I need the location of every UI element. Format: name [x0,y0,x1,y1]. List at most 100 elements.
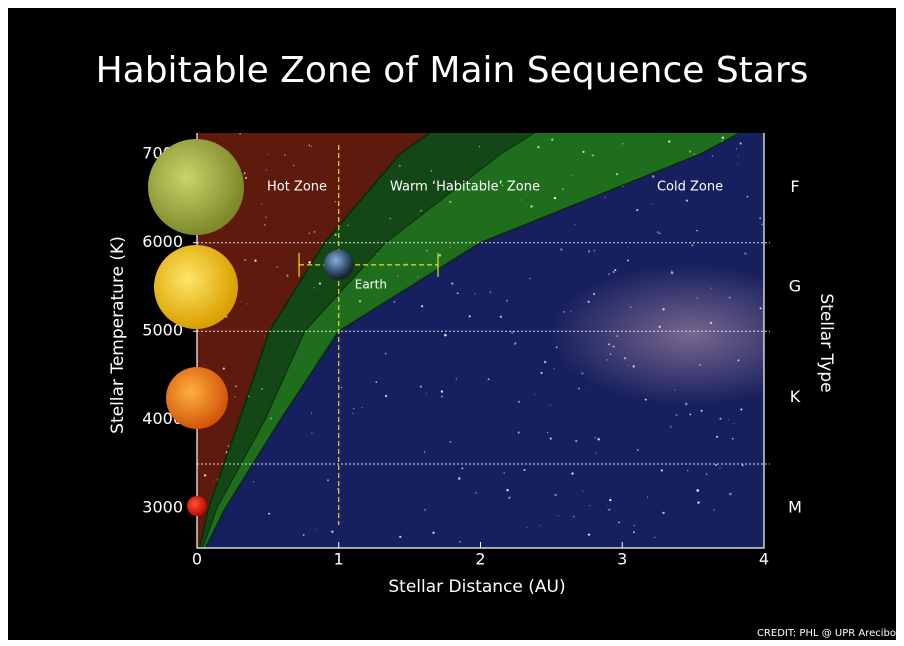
star-dot [607,272,611,276]
star-dot [393,301,396,303]
star-dot [609,353,612,355]
star-dot [311,432,313,434]
star-dot [739,142,742,145]
star-dot [669,425,672,428]
star-dot [313,287,315,289]
star-dot [662,308,665,311]
plot-area [197,133,764,548]
star-dot [713,509,715,511]
star-dot [589,505,591,507]
star-dot [759,307,762,310]
star-dot [658,325,661,328]
star-dot [244,172,246,174]
star-dot [588,386,590,388]
star-dot [737,162,739,164]
star-dot [265,169,267,171]
star-dot [570,310,572,312]
star-dot [737,359,740,362]
star-dot [389,217,392,220]
star-dot [627,365,629,367]
star-dot [716,435,719,438]
star-dot [431,263,432,264]
star-dot [628,246,629,248]
star-dot [685,199,689,202]
star-dot [593,249,596,252]
star-dot [540,371,543,374]
stellar-type-label: F [790,177,799,196]
star-dot [604,196,606,198]
star-dot [700,409,703,412]
star-dot [587,250,591,253]
star-dot [555,346,558,349]
zone-label: Hot Zone [267,180,327,195]
star-dot [405,263,408,265]
star-dot [740,408,743,411]
star-dot [737,155,739,157]
star-dot [760,223,763,226]
x-tick-label: 3 [617,550,627,569]
star-dot [283,154,286,156]
star-dot [478,146,480,148]
star-dot [637,449,639,451]
star-dot [554,493,557,497]
star-dot [581,372,584,375]
star-dot [234,395,236,398]
star-dot [417,213,419,215]
star-dot [526,527,528,529]
star-dot [240,301,242,303]
star-dot [246,303,248,305]
star-dot [612,270,615,274]
star-dot [530,205,533,208]
star-dot [729,492,732,496]
star-dot [616,173,619,176]
y-tick-label: 5000 [142,321,183,340]
star-dot [736,148,738,150]
star-dot [499,315,503,319]
star-dot [449,440,452,443]
star-dot [220,228,222,230]
star-dot [234,385,238,388]
star-dot [475,491,478,494]
credit: CREDIT: PHL @ UPR Arecibo [757,628,896,639]
star-dot [399,535,402,538]
star-dot [424,508,427,512]
star-dot [265,216,267,219]
star-dot [547,431,549,434]
star-dot [612,345,615,348]
stellar-type-label: K [790,387,801,406]
star-dot [456,292,459,295]
star-dot [239,133,242,135]
star-dot [375,381,378,384]
star-dot [644,398,647,401]
star-dot [263,335,265,337]
star-dot [529,277,531,280]
star-dot [308,261,311,264]
star-dot [440,390,444,393]
star-dot [632,365,635,368]
star-dot [746,195,749,198]
star-dot [449,200,452,203]
star-dot [308,232,311,235]
star-dot [506,299,508,302]
star-dot [534,394,536,395]
star-dot [399,165,401,167]
star-dot [733,422,735,424]
star-dot [539,524,541,527]
star-dot [595,452,597,454]
star-dot [203,474,207,477]
star-dot [423,451,426,453]
star-dot [438,254,442,257]
star-dot [264,224,266,226]
star-dot [501,184,504,187]
star-dot [606,359,608,361]
star-dot [227,445,230,447]
star-dot [696,489,700,492]
star-dot [660,469,663,472]
star-dot [654,536,656,538]
x-tick-label: 0 [192,550,202,569]
star-dot [614,269,617,272]
star-dot [571,174,573,176]
y-tick-label: 6000 [142,232,183,251]
star-dot [572,515,575,518]
star-dot [254,259,257,262]
